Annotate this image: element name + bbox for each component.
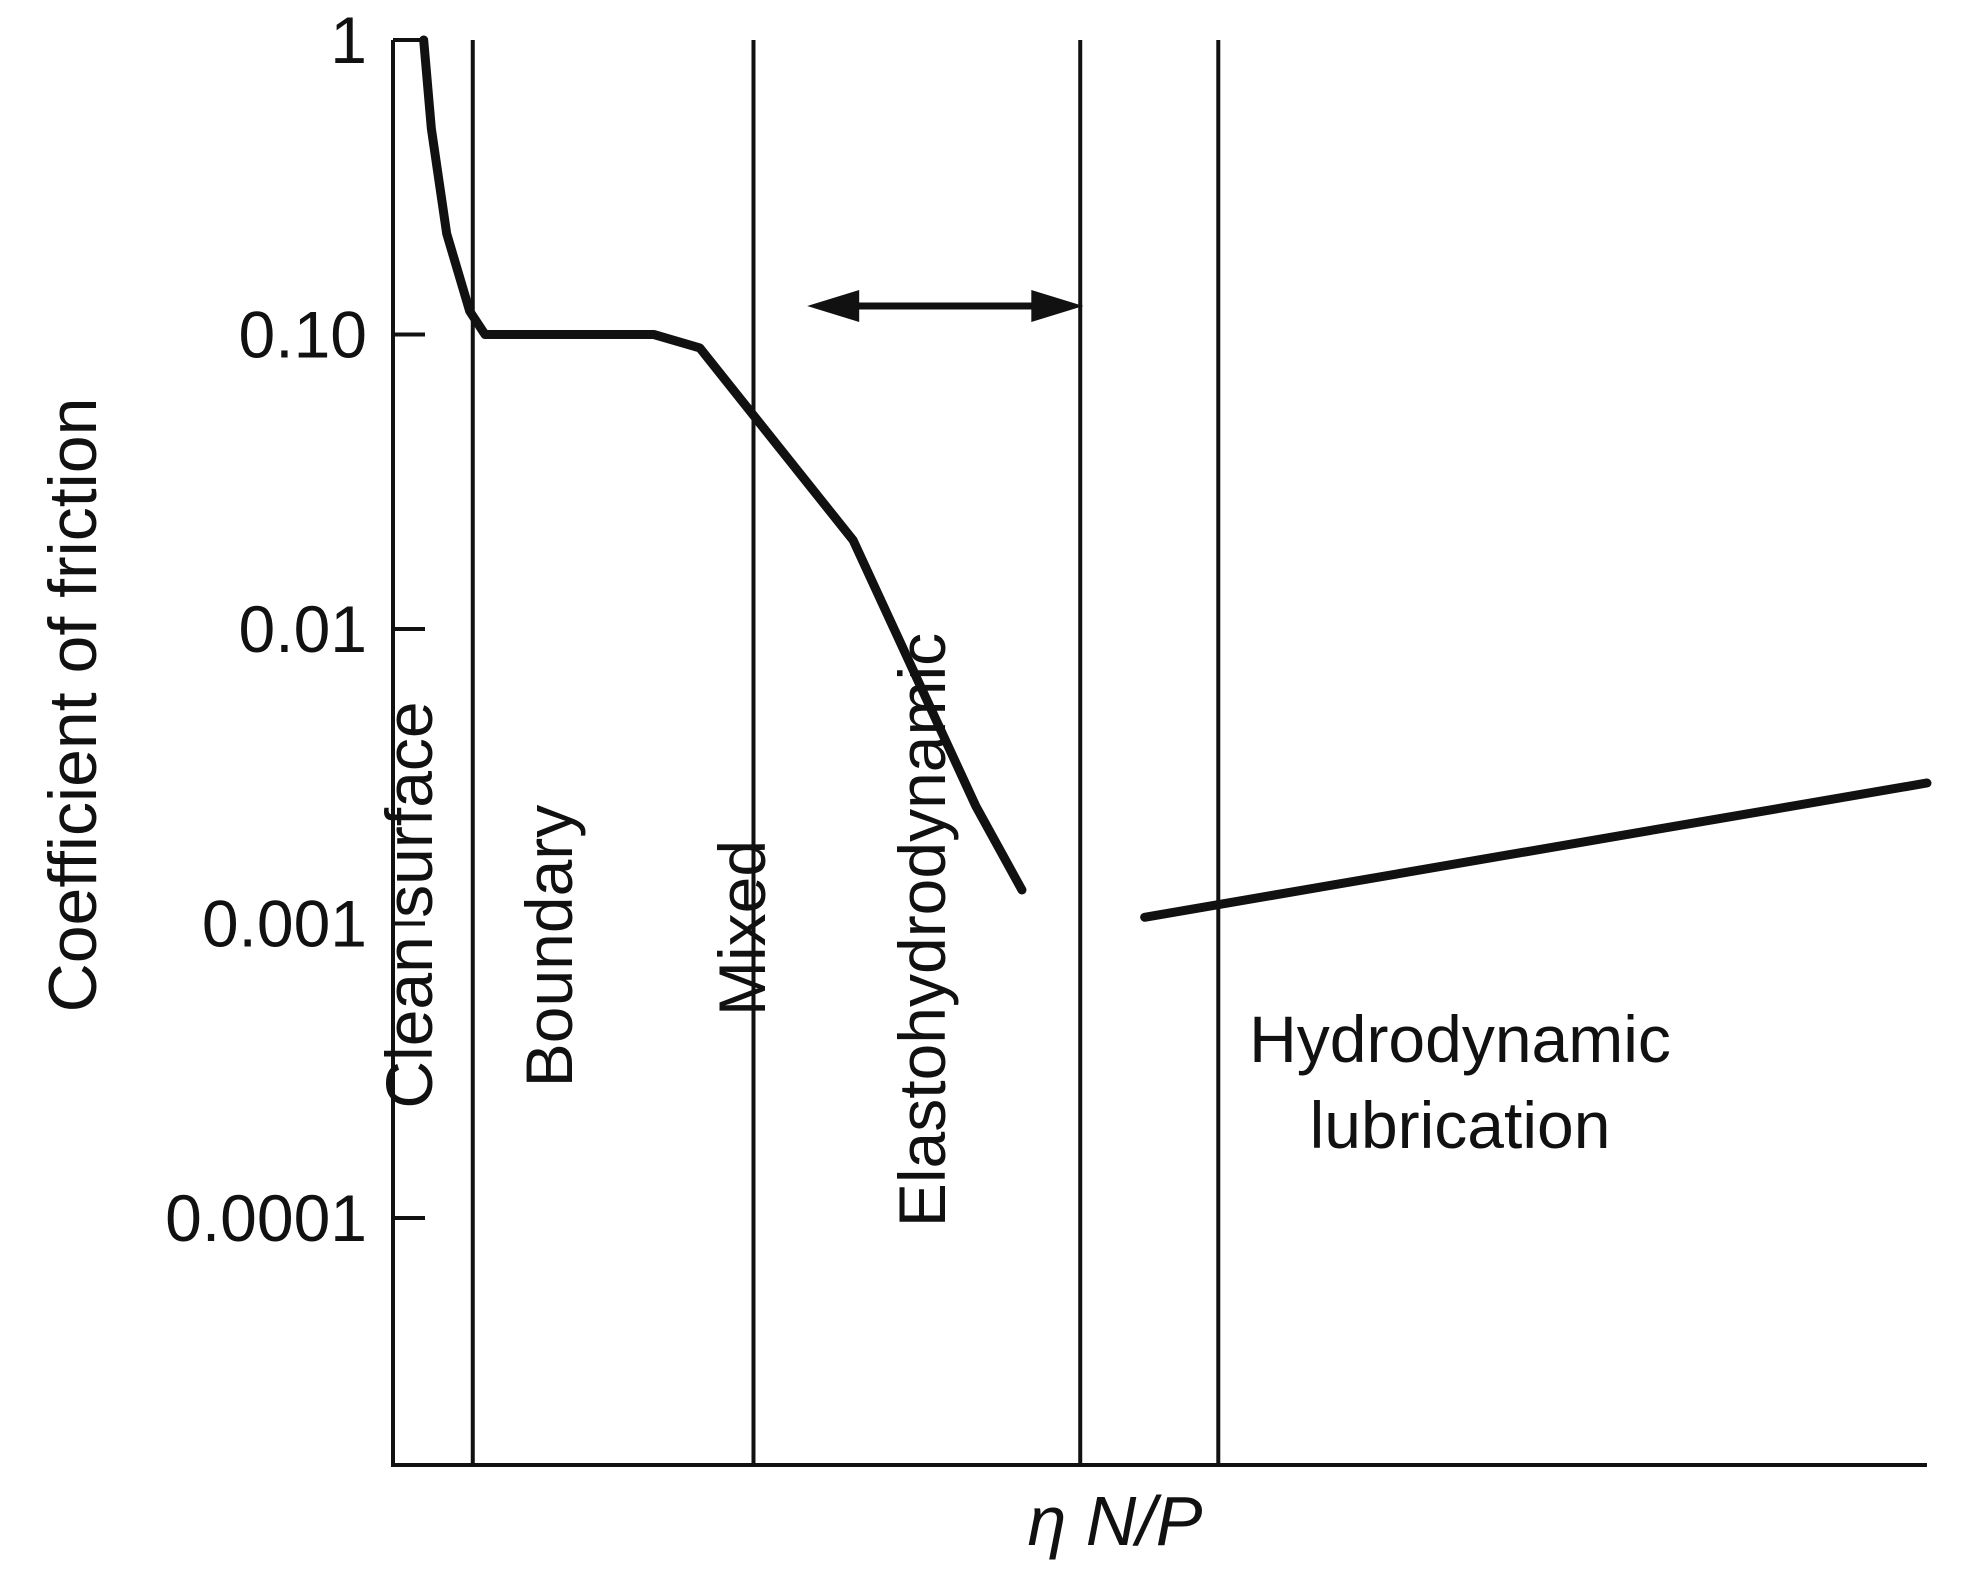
- regime-dividers: [470, 40, 1221, 1465]
- friction-curve-0: [419, 35, 1027, 895]
- regime-label-4-line-2: lubrication: [1310, 1088, 1611, 1162]
- regime-label-0: Clean surface: [372, 701, 446, 1108]
- y-axis-title: Coefficient of friction: [35, 398, 111, 1013]
- friction-curves: [419, 35, 1932, 922]
- y-tick-label-1: 0.10: [239, 298, 367, 372]
- regime-label-1: Boundary: [512, 805, 586, 1088]
- x-axis-title: η N/P: [1028, 1482, 1203, 1560]
- axes: [391, 40, 1927, 1467]
- arrow-head-right: [1031, 289, 1084, 322]
- y-tick-label-0: 1: [330, 3, 367, 77]
- y-tick-label-3: 0.001: [202, 887, 367, 961]
- mixed-ehl-arrow: [807, 289, 1084, 322]
- friction-curve-1: [1140, 778, 1932, 922]
- y-tick-label-4: 0.0001: [165, 1181, 367, 1255]
- y-ticks: 1 0.10 0.01 0.001 0.0001: [165, 3, 425, 1255]
- arrow-head-left: [807, 289, 860, 322]
- regime-labels: Clean surface Boundary Mixed Elastohydrodyn…: [372, 633, 1671, 1227]
- regime-label-2: Mixed: [705, 840, 779, 1016]
- y-tick-label-2: 0.01: [239, 592, 367, 666]
- regime-label-4-line-1: Hydrodynamic: [1249, 1002, 1671, 1076]
- regime-label-3: Elastohydrodynamic: [885, 633, 959, 1227]
